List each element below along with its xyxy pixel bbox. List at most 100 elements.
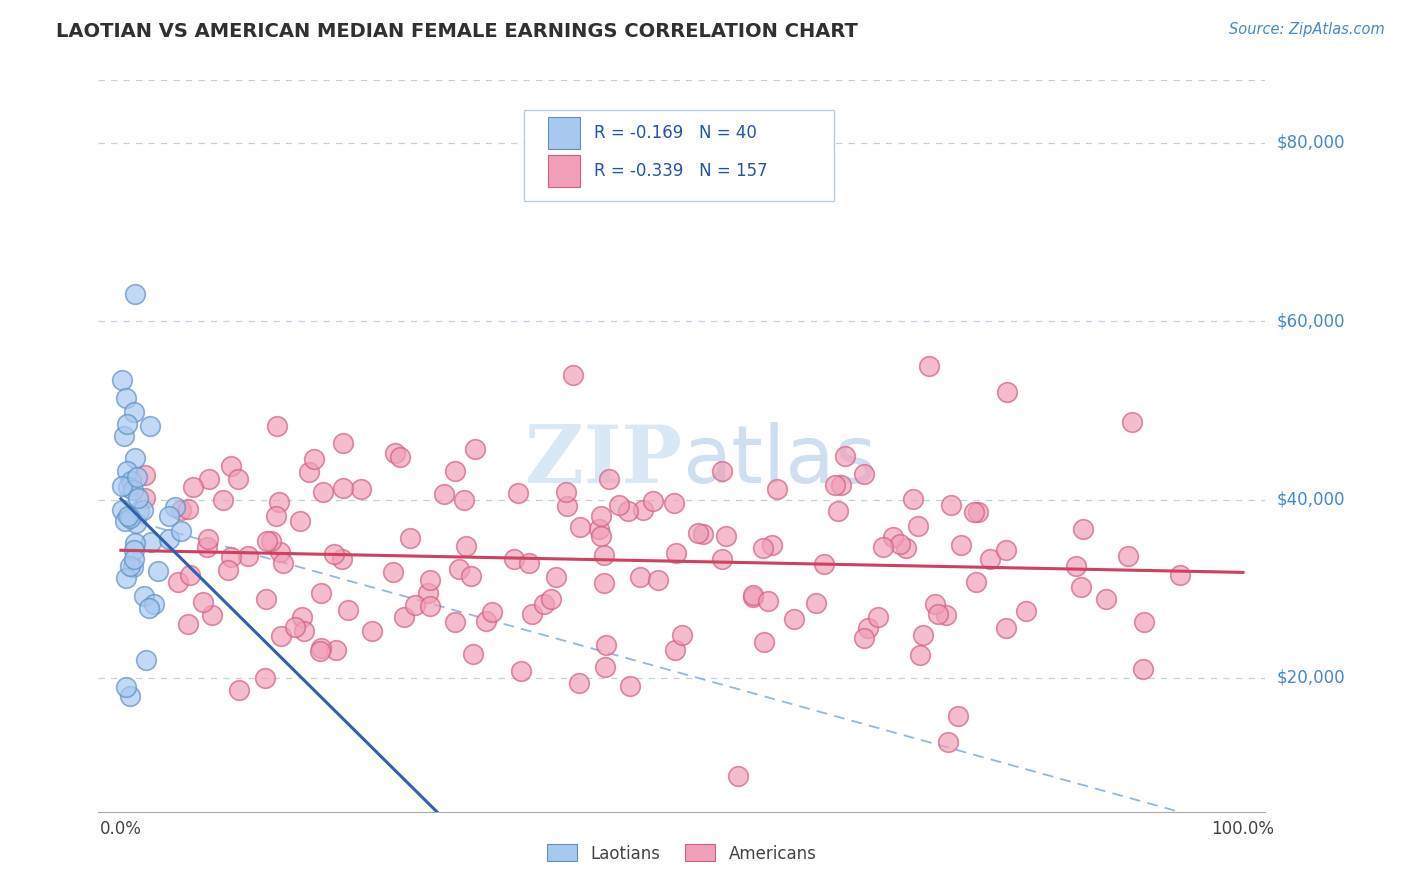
Point: [157, 509, 180, 524]
FancyBboxPatch shape: [548, 117, 581, 149]
Point: [120, 558, 142, 573]
Point: [710, 464, 733, 478]
Point: [298, 465, 321, 479]
Point: [806, 596, 828, 610]
Point: [146, 565, 169, 579]
Point: [633, 503, 655, 517]
Point: [963, 505, 986, 519]
Point: [544, 570, 567, 584]
Point: [114, 514, 136, 528]
Point: [1116, 549, 1139, 564]
Point: [761, 539, 783, 553]
Point: [170, 524, 193, 538]
Point: [269, 545, 291, 559]
Point: [1132, 615, 1154, 629]
Legend: Laotians, Americans: Laotians, Americans: [540, 838, 824, 869]
Text: atlas: atlas: [682, 422, 876, 500]
Point: [125, 516, 148, 530]
Point: [117, 480, 139, 494]
Point: [115, 680, 138, 694]
Point: [256, 534, 278, 549]
Point: [332, 435, 354, 450]
Point: [291, 609, 314, 624]
Point: [167, 575, 190, 590]
FancyBboxPatch shape: [548, 155, 581, 187]
Point: [217, 563, 239, 577]
Point: [419, 599, 441, 614]
Point: [686, 525, 709, 540]
Point: [221, 550, 243, 565]
Point: [392, 609, 415, 624]
Point: [122, 483, 145, 497]
Point: [1095, 592, 1118, 607]
Point: [254, 591, 277, 606]
Point: [330, 551, 353, 566]
Point: [115, 464, 138, 478]
Point: [453, 492, 475, 507]
Point: [135, 653, 157, 667]
Point: [907, 519, 929, 533]
Point: [124, 536, 146, 550]
Point: [132, 590, 155, 604]
Point: [460, 569, 482, 583]
Point: [271, 556, 294, 570]
Point: [852, 631, 875, 645]
Point: [995, 385, 1018, 400]
Point: [464, 442, 486, 457]
Point: [269, 494, 291, 508]
Point: [824, 477, 846, 491]
Point: [589, 529, 612, 543]
Point: [912, 628, 935, 642]
Point: [664, 642, 686, 657]
Point: [177, 617, 200, 632]
Point: [177, 502, 200, 516]
Point: [219, 459, 242, 474]
Point: [361, 624, 384, 639]
Point: [924, 598, 946, 612]
Point: [322, 547, 344, 561]
Point: [896, 541, 918, 556]
Point: [266, 418, 288, 433]
Point: [309, 586, 332, 600]
Point: [284, 620, 307, 634]
Point: [508, 486, 530, 500]
Point: [967, 505, 990, 519]
Point: [444, 615, 467, 629]
Point: [197, 533, 219, 547]
Point: [115, 571, 138, 585]
Point: [405, 599, 427, 613]
Point: [533, 597, 555, 611]
Point: [309, 640, 332, 655]
Point: [433, 487, 456, 501]
Point: [741, 588, 763, 602]
Point: [935, 607, 957, 622]
Point: [139, 419, 162, 434]
Point: [332, 482, 354, 496]
Point: [647, 573, 669, 587]
Point: [853, 467, 876, 482]
Point: [756, 594, 779, 608]
Point: [946, 709, 969, 723]
Point: [111, 502, 134, 516]
Point: [122, 552, 145, 566]
Point: [889, 537, 911, 551]
Point: [1071, 522, 1094, 536]
Point: [121, 559, 143, 574]
Point: [593, 660, 616, 674]
Point: [260, 533, 283, 548]
Point: [399, 531, 422, 545]
Point: [238, 549, 260, 563]
Point: [134, 491, 156, 506]
Point: [157, 532, 180, 546]
Point: [872, 540, 894, 554]
Point: [226, 472, 249, 486]
Point: [936, 735, 959, 749]
Point: [118, 689, 141, 703]
Point: [444, 464, 467, 478]
Point: [619, 679, 641, 693]
Point: [142, 597, 165, 611]
Text: $20,000: $20,000: [1277, 669, 1346, 687]
Point: [882, 529, 904, 543]
Point: [228, 683, 250, 698]
Point: [1015, 604, 1038, 618]
